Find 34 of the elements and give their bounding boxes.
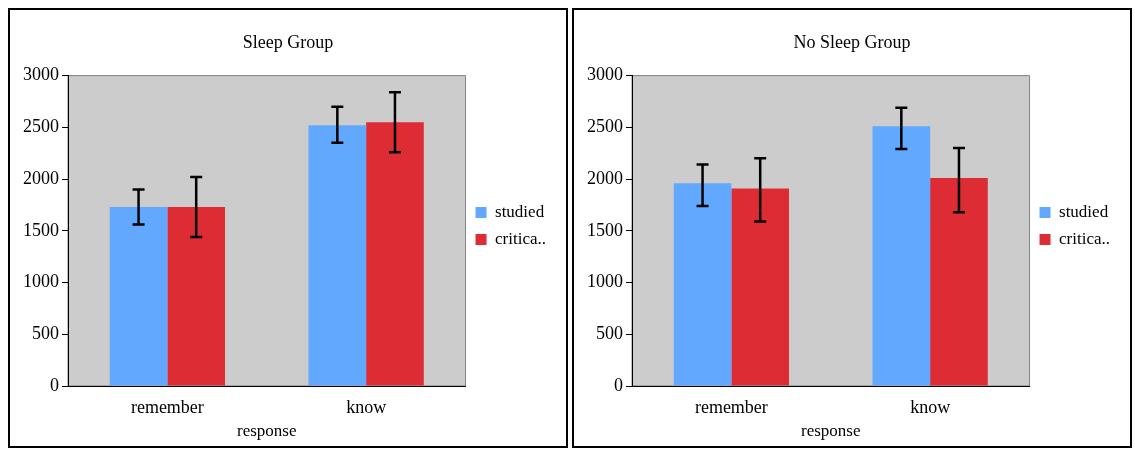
y-tick-label: 1500 (23, 219, 59, 240)
y-tick-label: 1000 (23, 271, 59, 292)
bar (872, 126, 931, 386)
bar (308, 125, 367, 386)
y-tick-label: 2000 (23, 167, 59, 188)
y-tick-label: 3000 (587, 64, 623, 85)
bar (366, 122, 424, 386)
y-tick-label: 0 (614, 374, 623, 395)
y-tick-label: 2500 (23, 116, 59, 137)
legend-label: critica.. (495, 228, 546, 248)
legend-label: studied (1059, 201, 1109, 221)
x-tick-label: remember (694, 396, 768, 417)
y-tick-label: 2000 (587, 167, 623, 188)
legend-label: critica.. (1059, 228, 1110, 248)
y-tick-label: 1500 (587, 219, 623, 240)
y-tick-label: 500 (32, 323, 59, 343)
y-tick-label: 3000 (23, 64, 59, 85)
x-tick-label: remember (130, 396, 204, 417)
bar (673, 183, 732, 386)
legend-label: studied (495, 201, 545, 221)
y-tick-label: 1000 (587, 271, 623, 292)
x-axis-title: response (237, 421, 297, 441)
chart-title: Sleep Group (242, 31, 334, 52)
bar (167, 207, 226, 386)
y-tick-label: 500 (596, 323, 623, 343)
y-tick-label: 2500 (587, 116, 623, 137)
x-tick-label: know (346, 396, 387, 417)
bar (731, 188, 790, 386)
bar (109, 207, 168, 386)
chart-title: No Sleep Group (793, 31, 911, 52)
bar (930, 178, 988, 386)
y-tick-label: 0 (50, 374, 59, 395)
x-tick-label: know (910, 396, 951, 417)
x-axis-title: response (801, 421, 861, 441)
